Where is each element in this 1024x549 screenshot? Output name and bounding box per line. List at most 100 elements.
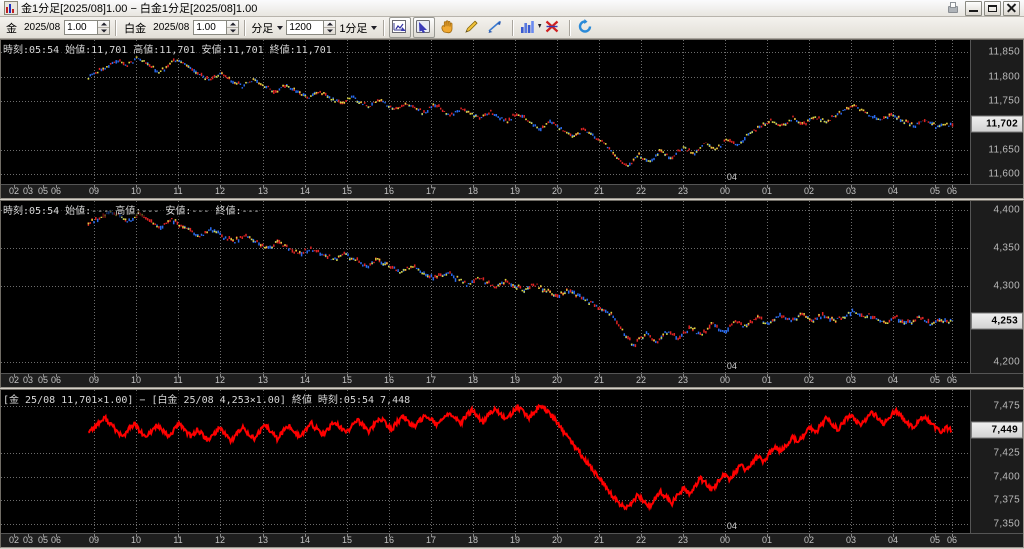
close-marker — [814, 116, 817, 118]
x-axis-tick — [220, 534, 221, 537]
close-marker — [167, 220, 169, 222]
panel-gold-candles[interactable]: 時刻:05:54 始値:11,701 高値:11,701 安値:11,701 終… — [0, 39, 1024, 199]
close-marker — [614, 154, 616, 156]
close-marker — [838, 110, 841, 113]
spread-price-axis[interactable]: 7,475 7,425 7,400 7,375 7,350 7,449 — [970, 390, 1023, 533]
pencil-draw-icon[interactable] — [461, 17, 483, 38]
gold-ratio-input[interactable]: 1.00 — [64, 20, 98, 35]
period-type-value: 分足 — [251, 22, 274, 35]
panel-spread-line[interactable]: [金 25/08 11,701×1.00] − [白金 25/08 4,253×… — [0, 389, 1024, 548]
x-axis-tick — [28, 374, 29, 377]
gold-ratio-stepper[interactable]: 1.00 — [64, 20, 111, 35]
close-marker — [747, 322, 750, 325]
x-axis-tick-label: 05 — [929, 375, 941, 385]
close-button[interactable] — [1003, 0, 1020, 16]
bar-indicator-icon[interactable] — [518, 17, 542, 38]
close-marker — [797, 315, 800, 318]
gold-time-axis: 02 03 05 06 09 10 11 12 13 14 15 16 17 18 19 20 21 22 23 00… — [1, 184, 1023, 198]
close-marker — [642, 337, 644, 339]
platinum-ratio-stepper[interactable]: 1.00 — [193, 20, 240, 35]
x-axis-tick — [952, 374, 953, 377]
platinum-ratio-spin-buttons[interactable] — [226, 20, 240, 35]
close-marker — [610, 311, 613, 314]
platinum-plot-area[interactable]: 04 — [1, 201, 970, 373]
close-marker — [324, 255, 327, 257]
bar-count-stepper[interactable]: 1200 — [286, 20, 337, 35]
close-marker — [300, 94, 303, 96]
x-axis-tick — [431, 185, 432, 188]
close-marker — [638, 337, 640, 340]
close-marker — [276, 240, 279, 242]
close-marker — [590, 133, 592, 135]
close-marker — [260, 244, 262, 246]
bar-count-input[interactable]: 1200 — [286, 20, 324, 35]
close-marker — [530, 122, 533, 124]
close-marker — [254, 79, 257, 82]
period-type-select[interactable]: 分足 — [249, 20, 285, 36]
trendline-icon[interactable] — [485, 17, 507, 38]
bar-count-spin-buttons[interactable] — [323, 20, 337, 35]
close-marker — [159, 70, 162, 72]
x-axis-tick — [347, 534, 348, 537]
close-marker — [701, 334, 703, 336]
x-axis-tick — [56, 185, 57, 188]
x-axis-tick-label: 02 — [803, 375, 815, 385]
x-axis-tick-label: 21 — [593, 186, 605, 196]
close-marker — [768, 121, 770, 123]
close-marker — [884, 116, 887, 118]
refresh-icon[interactable] — [575, 17, 597, 38]
x-axis-tick — [136, 374, 137, 377]
panel-platinum-candles[interactable]: 時刻:05:54 始値:--- 高値:--- 安値:--- 終値:--- 04 … — [0, 200, 1024, 388]
x-axis-tick-label: 09 — [88, 186, 100, 196]
gridline-horizontal — [1, 500, 970, 502]
x-axis-tick — [28, 534, 29, 537]
close-marker — [660, 337, 663, 339]
close-marker — [944, 123, 946, 126]
x-axis-tick-label: 22 — [635, 186, 647, 196]
x-axis-tick — [473, 374, 474, 377]
close-marker — [96, 71, 99, 74]
interval-select[interactable]: 1分足 — [337, 20, 379, 36]
platinum-ratio-input[interactable]: 1.00 — [193, 20, 227, 35]
close-marker — [684, 147, 687, 149]
close-marker — [152, 65, 155, 68]
close-marker — [621, 328, 624, 331]
close-marker — [134, 216, 136, 219]
close-marker — [271, 246, 273, 249]
close-marker — [436, 275, 438, 278]
x-axis-tick-label: 17 — [425, 375, 437, 385]
x-axis-tick-label: 10 — [130, 375, 142, 385]
maximize-button[interactable] — [984, 0, 1001, 16]
close-marker — [847, 312, 850, 314]
print-icon[interactable] — [946, 1, 960, 14]
gridline-vertical — [952, 390, 953, 533]
x-axis-tick-label: 02 — [8, 375, 20, 385]
close-marker — [706, 327, 709, 330]
close-marker — [339, 255, 342, 257]
minimize-button[interactable] — [965, 0, 982, 16]
x-axis-tick-label: 14 — [299, 375, 311, 385]
hand-pan-icon[interactable] — [437, 17, 459, 38]
spread-plot-area[interactable]: 04 — [1, 390, 970, 533]
close-marker — [656, 154, 659, 156]
x-axis-tick — [767, 374, 768, 377]
gold-plot-area[interactable]: 04 — [1, 40, 970, 184]
close-marker — [382, 263, 384, 266]
x-axis-tick-label: 15 — [341, 375, 353, 385]
x-axis-tick — [557, 374, 558, 377]
gold-price-axis[interactable]: 11,850 11,800 11,750 11,650 11,600 11,702 — [970, 40, 1023, 184]
gold-ratio-spin-buttons[interactable] — [97, 20, 111, 35]
close-marker — [892, 114, 894, 117]
close-marker — [230, 238, 232, 240]
x-axis-tick — [599, 534, 600, 537]
close-marker — [662, 333, 664, 336]
platinum-price-axis[interactable]: 4,400 4,350 4,300 4,200 4,253 — [970, 201, 1023, 373]
x-axis-tick — [641, 374, 642, 377]
close-marker — [228, 76, 231, 79]
x-axis-tick — [389, 185, 390, 188]
close-marker — [426, 275, 429, 277]
clear-lines-icon[interactable] — [542, 17, 564, 38]
pointer-arrow-icon[interactable] — [413, 17, 436, 38]
cursor-crosshair-icon[interactable] — [389, 17, 412, 38]
close-marker — [877, 319, 880, 321]
